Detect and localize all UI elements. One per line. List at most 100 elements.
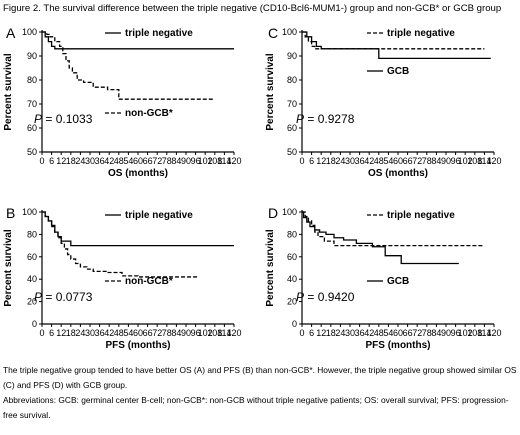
x-tick-label: 48 (114, 156, 124, 166)
x-tick-label: 0 (299, 156, 304, 166)
y-axis-title: Percent survival (265, 229, 276, 306)
legend-label: triple negative (125, 28, 193, 39)
x-tick-label: 108 (467, 156, 482, 166)
figure-abbreviations: Abbreviations: GCB: germinal center B-ce… (3, 395, 509, 420)
x-tick-label: 18 (66, 328, 76, 338)
y-tick-label: 80 (27, 229, 37, 239)
y-tick-label: 60 (287, 252, 297, 262)
x-axis-title: OS (months) (108, 168, 168, 179)
x-tick-label: 42 (104, 328, 114, 338)
x-tick-label: 78 (162, 156, 172, 166)
x-tick-label: 60 (133, 156, 143, 166)
series-line-triple-negative (302, 211, 485, 247)
x-tick-label: 6 (309, 156, 314, 166)
x-tick-label: 30 (85, 156, 95, 166)
x-tick-label: 36 (95, 156, 105, 166)
x-tick-label: 96 (451, 328, 461, 338)
x-tick-label: 24 (335, 328, 345, 338)
y-tick-label: 60 (27, 123, 37, 133)
x-tick-label: 90 (441, 328, 451, 338)
panel-letter-d: D (268, 205, 278, 221)
x-tick-label: 54 (383, 156, 393, 166)
x-tick-label: 12 (56, 328, 66, 338)
y-tick-label: 60 (27, 252, 37, 262)
x-tick-label: 18 (326, 156, 336, 166)
x-tick-label: 84 (171, 328, 181, 338)
legend-label: non-GCB* (125, 108, 173, 119)
x-tick-label: 90 (441, 156, 451, 166)
x-tick-label: 0 (39, 328, 44, 338)
x-tick-label: 66 (403, 328, 413, 338)
x-tick-label: 114 (477, 156, 491, 166)
y-tick-label: 100 (282, 27, 297, 37)
x-axis-title: OS (months) (368, 168, 428, 179)
x-tick-label: 60 (133, 328, 143, 338)
panel-letter-c: C (268, 25, 278, 41)
x-tick-label: 120 (486, 156, 501, 166)
y-tick-label: 90 (287, 51, 297, 61)
x-tick-label: 12 (316, 156, 326, 166)
x-tick-label: 96 (451, 156, 461, 166)
km-chart-panel-d: D0 6 12 18 24 30 36 42 48 54 60 66 72 78 84 90 961021081… (265, 205, 502, 351)
x-tick-label: 102 (458, 156, 473, 166)
x-tick-label: 78 (162, 328, 172, 338)
x-tick-label: 0 (39, 156, 44, 166)
y-tick-label: 40 (287, 274, 297, 284)
x-tick-label: 30 (345, 156, 355, 166)
x-tick-label: 42 (364, 156, 374, 166)
x-tick-label: 114 (477, 328, 491, 338)
x-tick-label: 108 (207, 156, 222, 166)
x-tick-label: 24 (335, 156, 345, 166)
x-tick-label: 108 (467, 328, 482, 338)
legend-label: triple negative (125, 210, 193, 221)
x-tick-label: 108 (207, 328, 222, 338)
series-line-gcb (302, 211, 459, 265)
x-tick-label: 72 (412, 156, 422, 166)
x-tick-label: 24 (75, 328, 85, 338)
x-tick-label: 90 (181, 328, 191, 338)
x-tick-label: 12 (56, 156, 66, 166)
x-tick-label: 18 (326, 328, 336, 338)
p-value-annotation: P = 0.9420 (296, 290, 355, 304)
y-tick-label: 70 (287, 99, 297, 109)
x-tick-label: 72 (412, 328, 422, 338)
x-tick-label: 120 (226, 328, 241, 338)
x-tick-label: 96 (191, 328, 201, 338)
panel-letter-b: B (6, 205, 15, 221)
x-tick-label: 6 (49, 156, 54, 166)
y-tick-label: 80 (287, 229, 297, 239)
y-tick-label: 0 (32, 319, 37, 329)
series-line-triple-negative (42, 31, 234, 50)
x-tick-label: 84 (431, 156, 441, 166)
y-tick-label: 100 (22, 27, 37, 37)
y-tick-label: 20 (27, 297, 37, 307)
p-value-annotation: P = 0.0773 (34, 290, 93, 304)
x-tick-label: 6 (309, 328, 314, 338)
x-tick-label: 84 (171, 156, 181, 166)
y-tick-label: 80 (27, 75, 37, 85)
legend-label: triple negative (387, 210, 455, 221)
x-tick-label: 42 (364, 328, 374, 338)
legend-label: non-GCB* (125, 276, 173, 287)
series-line-gcb (302, 31, 491, 60)
x-tick-label: 54 (123, 156, 133, 166)
x-tick-label: 78 (422, 156, 432, 166)
x-tick-label: 48 (114, 328, 124, 338)
x-tick-label: 30 (85, 328, 95, 338)
x-tick-label: 54 (123, 328, 133, 338)
x-tick-label: 18 (66, 156, 76, 166)
x-tick-label: 48 (374, 328, 384, 338)
x-tick-label: 36 (355, 328, 365, 338)
y-tick-label: 50 (27, 147, 37, 157)
figure-title: Figure 2. The survival difference betwee… (3, 3, 502, 14)
km-chart-panel-a: A0 6 12 18 24 30 36 42 48 54 60 66 72 78 84 90 961021081… (3, 25, 242, 179)
y-axis-title: Percent survival (3, 53, 14, 130)
x-tick-label: 54 (383, 328, 393, 338)
x-tick-label: 48 (374, 156, 384, 166)
y-tick-label: 60 (287, 123, 297, 133)
x-tick-label: 114 (217, 156, 231, 166)
y-tick-label: 50 (287, 147, 297, 157)
legend-label: GCB (387, 276, 409, 287)
x-tick-label: 24 (75, 156, 85, 166)
